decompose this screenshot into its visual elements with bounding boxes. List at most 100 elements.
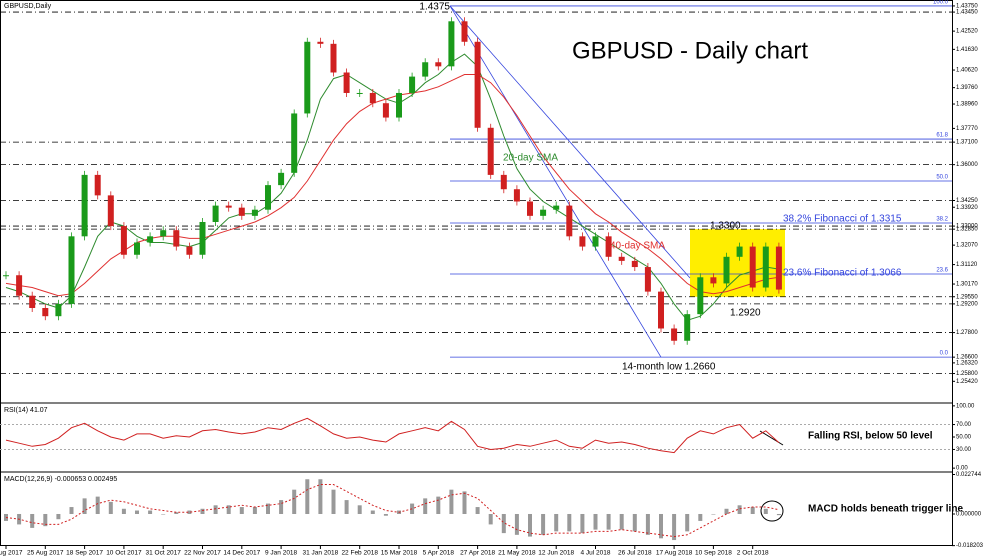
macd-bar — [698, 513, 703, 521]
macd-bar — [567, 513, 572, 532]
y-tick-label: 100.00 — [956, 403, 975, 409]
macd-bar — [344, 500, 349, 514]
y-tick-label: 1.26320 — [956, 360, 978, 366]
chart-title: GBPUSD - Daily chart — [572, 37, 808, 64]
macd-circle — [760, 500, 784, 522]
highlight-box — [690, 229, 785, 297]
x-tick-label: 5 Apr 2018 — [423, 550, 455, 557]
candle — [42, 308, 49, 317]
candle — [120, 226, 127, 255]
candle — [500, 174, 507, 190]
candle — [435, 62, 442, 67]
fib-label: 50.0 — [936, 175, 948, 181]
candle — [697, 277, 704, 315]
candle — [369, 92, 376, 104]
candle — [553, 205, 560, 210]
sma-line — [5, 53, 779, 321]
macd-bar — [292, 489, 297, 514]
candle — [317, 41, 324, 44]
candle — [251, 209, 258, 216]
macd-bar — [750, 507, 755, 514]
candle — [356, 92, 363, 94]
candle — [173, 230, 180, 247]
y-tick-label: 1.31120 — [956, 262, 978, 268]
macd-bar — [514, 513, 519, 535]
macd-bar — [501, 513, 506, 534]
macd-bar — [554, 513, 559, 532]
macd-bar — [580, 513, 585, 534]
y-tick-label: 1.39760 — [956, 85, 978, 91]
candle — [684, 314, 691, 341]
y-tick-label: 1.32850 — [956, 227, 978, 233]
macd-signal — [5, 484, 780, 538]
macd-note: MACD holds beneath trigger line — [808, 504, 963, 515]
candle — [212, 205, 219, 222]
candle — [382, 103, 389, 118]
candle — [396, 92, 402, 118]
macd-bar — [239, 507, 244, 514]
macd-bar — [161, 513, 166, 515]
y-tick-label: 0.022744 — [956, 472, 982, 478]
candle — [68, 236, 75, 304]
macd-bar — [305, 479, 310, 514]
candle — [658, 291, 664, 329]
macd-bar — [645, 513, 650, 535]
x-tick-label: 31 Oct 2017 — [145, 550, 181, 557]
y-tick-label: 1.30170 — [956, 282, 978, 288]
rsi-label: RSI(14) 41.07 — [4, 407, 48, 414]
candle — [631, 260, 638, 268]
y-tick-label: 30.00 — [956, 447, 972, 453]
candle — [461, 21, 468, 42]
candle — [81, 174, 88, 237]
x-tick-label: 17 Aug 2018 — [656, 550, 693, 557]
annotation: 40-day SMA — [610, 241, 665, 252]
y-tick-label: 1.27800 — [956, 330, 978, 336]
macd-bar — [711, 513, 716, 515]
macd-bar — [383, 513, 388, 516]
candle — [291, 113, 298, 173]
y-tick-label: 1.38960 — [956, 102, 978, 108]
y-tick-label: 0.000000 — [956, 512, 982, 518]
candle — [409, 76, 416, 93]
candle — [238, 207, 245, 216]
candle — [186, 246, 193, 255]
macd-bar — [423, 498, 428, 514]
y-tick-label: 1.43450 — [956, 10, 978, 16]
candle — [16, 275, 23, 296]
y-tick-label: 1.25420 — [956, 379, 978, 385]
macd-bar — [187, 510, 192, 514]
candle — [762, 246, 769, 288]
macd-bar — [135, 510, 139, 514]
macd-bar — [43, 513, 48, 527]
candle — [225, 205, 232, 208]
y-tick-label: 1.33920 — [956, 205, 978, 211]
candle — [723, 256, 730, 284]
fib-label: 61.8 — [936, 133, 948, 139]
macd-bar — [672, 513, 677, 541]
annotation: 23.6% Fibonacci of 1.3066 — [783, 268, 902, 279]
candle — [775, 246, 782, 290]
rsi-note: Falling RSI, below 50 level — [808, 431, 933, 442]
y-tick-label: 1.36000 — [956, 162, 978, 168]
trend-line — [449, 5, 691, 279]
candle — [278, 172, 285, 186]
y-tick-label: -0.018203 — [956, 543, 984, 549]
annotation: 38.2% Fibonacci of 1.3315 — [783, 214, 902, 225]
y-tick-label: 1.29550 — [956, 294, 978, 300]
macd-bar — [475, 507, 480, 514]
candle — [710, 277, 717, 284]
x-tick-label: 31 Jan 2018 — [303, 550, 339, 557]
macd-bar — [4, 513, 8, 521]
x-tick-label: 22 Nov 2017 — [184, 550, 221, 557]
candle — [644, 267, 651, 292]
y-tick-label: 1.25800 — [956, 371, 978, 377]
symbol-label: GBPUSD,Daily — [4, 3, 52, 10]
candle — [29, 295, 36, 309]
candle — [474, 41, 481, 128]
x-tick-label: 9 Jan 2018 — [265, 550, 298, 557]
macd-bar — [69, 507, 74, 514]
candle — [147, 236, 154, 243]
candle — [199, 221, 206, 255]
macd-bar — [279, 500, 284, 514]
